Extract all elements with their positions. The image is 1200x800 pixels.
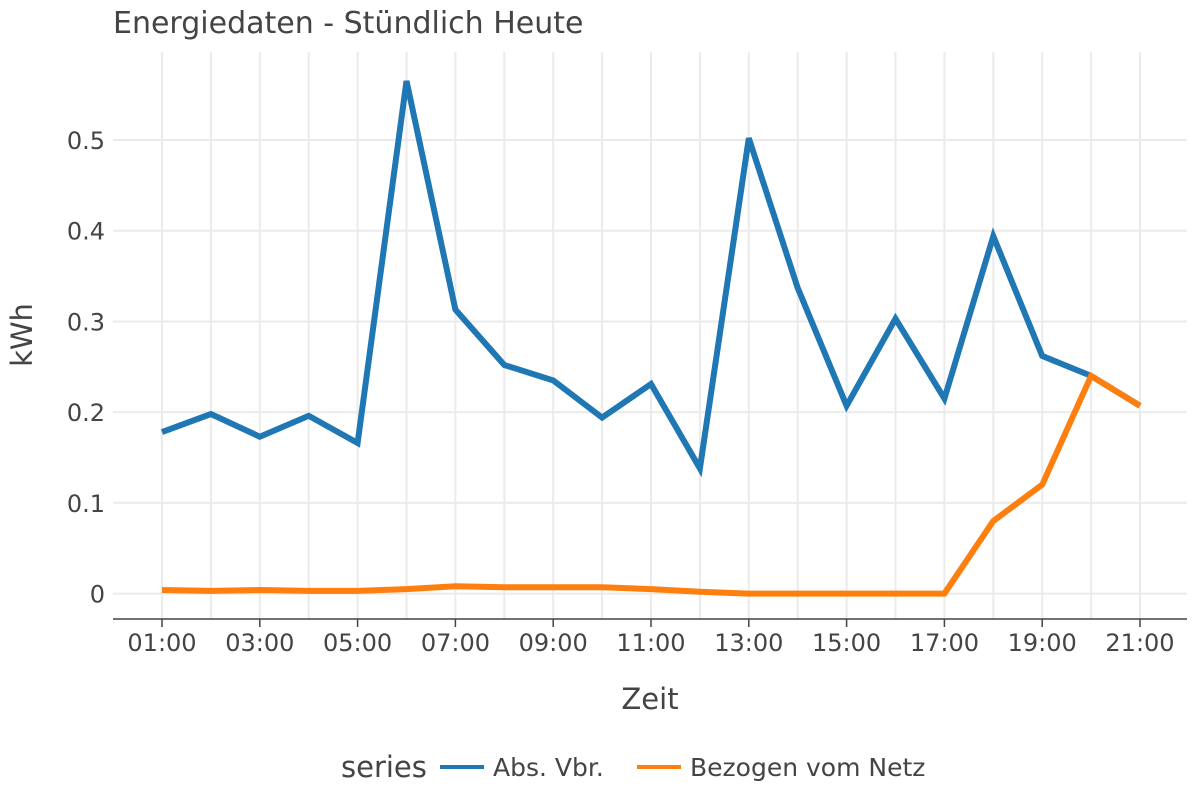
x-tick-label: 11:00 <box>616 629 685 657</box>
y-tick-label: 0.1 <box>67 490 105 518</box>
y-tick-label: 0.2 <box>67 399 105 427</box>
x-tick-label: 17:00 <box>910 629 979 657</box>
x-tick-label: 07:00 <box>421 629 490 657</box>
legend-label: Bezogen vom Netz <box>690 753 925 782</box>
legend-label: Abs. Vbr. <box>493 753 604 782</box>
series-line-1 <box>160 80 1142 478</box>
legend: series Abs. Vbr. Bezogen vom Netz <box>341 750 925 784</box>
x-gridlines <box>161 52 1141 619</box>
x-axis-title: Zeit <box>621 682 678 716</box>
x-tick-label: 21:00 <box>1105 629 1174 657</box>
x-tick-label: 15:00 <box>812 629 881 657</box>
x-tick-label: 03:00 <box>225 629 294 657</box>
y-tick-label: 0.5 <box>67 127 105 155</box>
x-tick-label: 05:00 <box>323 629 392 657</box>
legend-item: Abs. Vbr. <box>440 753 604 782</box>
x-tick-label: 09:00 <box>519 629 588 657</box>
series-line-2 <box>161 371 1142 597</box>
y-axis-ticks: 0 0.1 0.2 0.3 0.4 0.5 <box>67 127 105 609</box>
y-gridlines <box>113 138 1187 595</box>
x-tick-label: 13:00 <box>714 629 783 657</box>
legend-title: series <box>341 750 427 784</box>
series-lines <box>160 80 1142 597</box>
y-tick-label: 0.3 <box>67 308 105 336</box>
legend-item: Bezogen vom Netz <box>637 753 925 782</box>
x-tick-label: 01:00 <box>127 629 196 657</box>
y-axis-title: kWh <box>5 303 39 367</box>
x-tick-label: 19:00 <box>1008 629 1077 657</box>
y-tick-label: 0.4 <box>67 218 105 246</box>
y-tick-label: 0 <box>90 581 105 609</box>
x-axis-ticks: 01:00 03:00 05:00 07:00 09:00 11:00 13:00 15:00… <box>127 619 1175 657</box>
chart-title: Energiedaten - Stündlich Heute <box>113 6 583 41</box>
